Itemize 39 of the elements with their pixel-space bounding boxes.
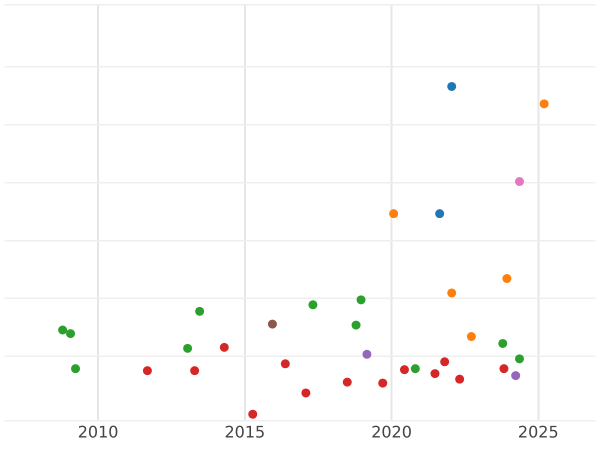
- point: [389, 209, 398, 218]
- point: [410, 364, 420, 374]
- point: [378, 378, 388, 388]
- point: [301, 388, 310, 398]
- point: [268, 320, 277, 329]
- point: [447, 288, 456, 298]
- point: [342, 378, 352, 387]
- point: [466, 332, 476, 342]
- point: [455, 374, 464, 384]
- x-tick-label: 2010: [78, 422, 118, 442]
- point: [183, 344, 192, 353]
- point: [308, 300, 318, 310]
- point: [190, 366, 200, 376]
- point: [440, 357, 450, 366]
- point: [362, 350, 372, 359]
- point: [356, 295, 366, 304]
- point: [430, 369, 440, 378]
- point: [498, 338, 508, 348]
- point: [502, 274, 512, 284]
- point: [400, 365, 409, 374]
- x-tick-label: 2020: [371, 422, 412, 442]
- point: [280, 359, 290, 368]
- point: [220, 342, 229, 352]
- point: [58, 326, 68, 334]
- point: [142, 366, 152, 376]
- point: [66, 329, 76, 338]
- point: [447, 82, 456, 91]
- point: [540, 99, 549, 108]
- point: [352, 320, 361, 330]
- point: [195, 306, 204, 316]
- point: [71, 364, 80, 374]
- point: [514, 177, 524, 186]
- point: [511, 371, 520, 380]
- x-tick-label: 2015: [224, 422, 266, 442]
- point: [248, 410, 258, 419]
- x-tick-label: 2025: [518, 422, 559, 442]
- point: [514, 354, 524, 364]
- point: [435, 209, 444, 218]
- point: [499, 364, 508, 374]
